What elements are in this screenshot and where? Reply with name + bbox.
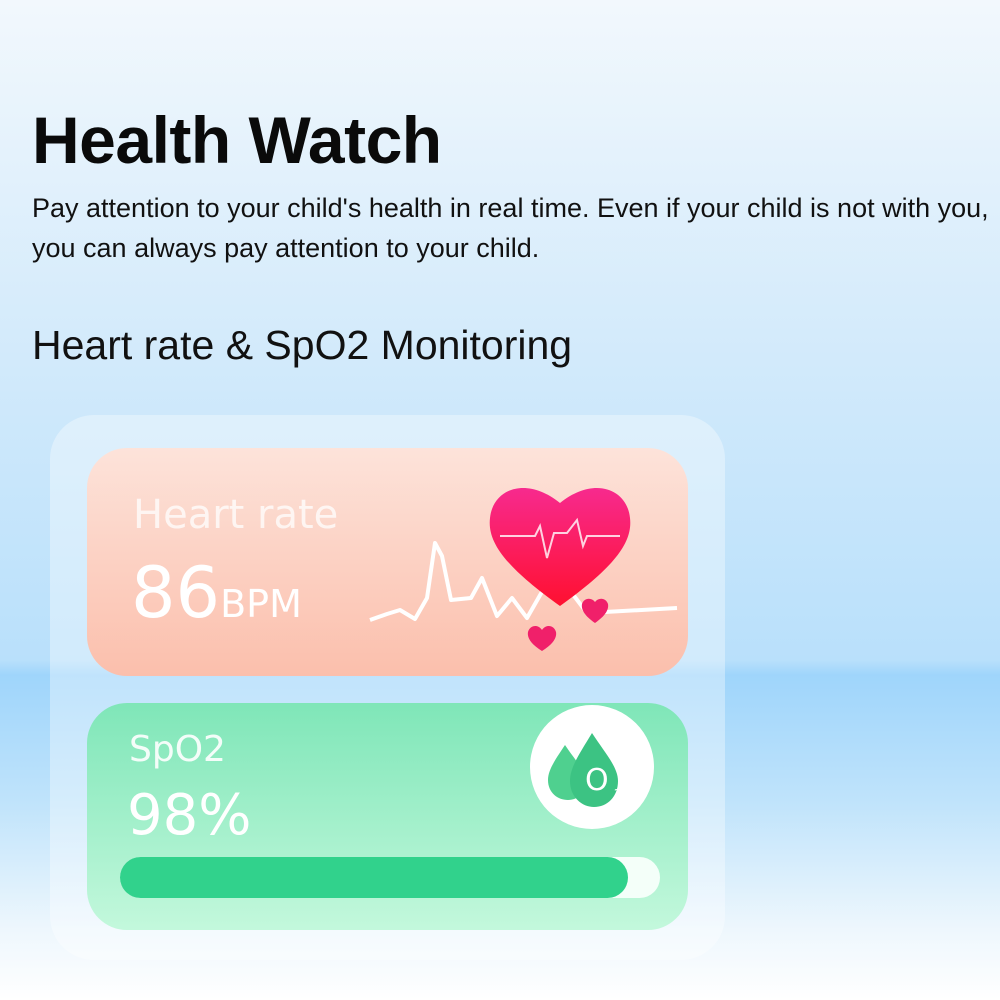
heart-icon xyxy=(369,487,678,651)
heart-rate-number: 86 xyxy=(131,552,221,634)
svg-text:2: 2 xyxy=(614,787,621,800)
spo2-progress-bar xyxy=(120,857,660,898)
heart-rate-unit: BPM xyxy=(220,582,302,626)
spo2-label: SpO2 xyxy=(129,729,226,770)
spo2-card: SpO2 98% O 2 xyxy=(87,703,688,930)
section-title: Heart rate & SpO2 Monitoring xyxy=(32,322,573,368)
page-description: Pay attention to your child's health in … xyxy=(32,193,989,263)
heart-rate-label: Heart rate xyxy=(133,492,339,538)
spo2-value: 98% xyxy=(127,783,252,848)
heart-rate-card: Heart rate 86BPM xyxy=(87,448,688,676)
svg-text:O: O xyxy=(585,763,609,798)
spo2-progress-fill xyxy=(120,857,628,898)
page-title: Health Watch xyxy=(32,103,442,177)
oxygen-drop-icon: O 2 xyxy=(530,705,654,829)
heart-rate-value: 86BPM xyxy=(131,552,302,634)
